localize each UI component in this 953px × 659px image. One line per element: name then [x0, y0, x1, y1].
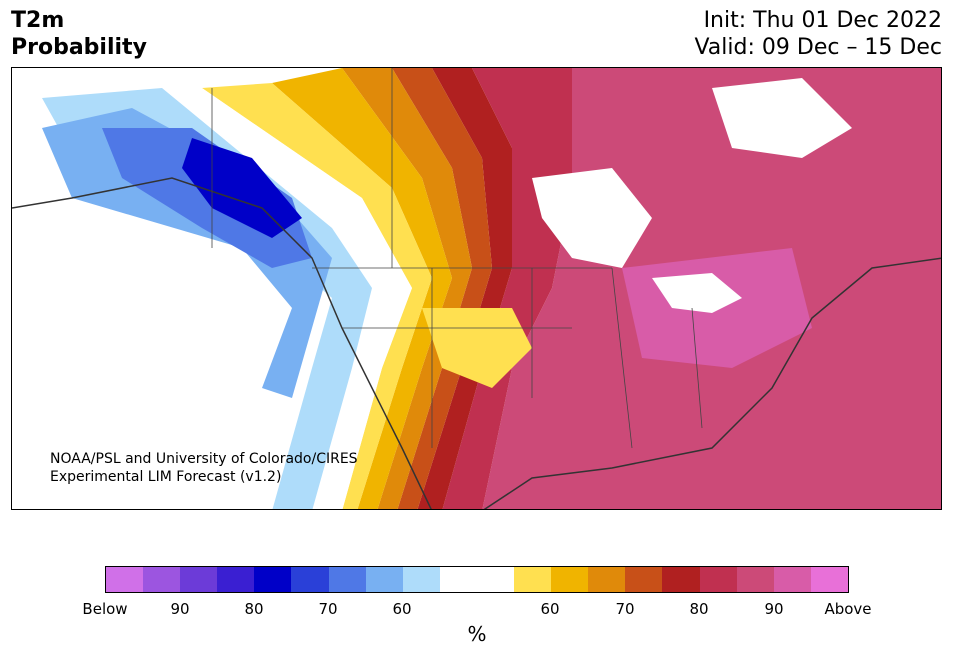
coastline: [12, 177, 941, 509]
variable-label: T2m: [11, 8, 65, 33]
borders: [211, 68, 703, 449]
colorbar-cell: [699, 567, 737, 592]
colorbar-cell: [291, 567, 329, 592]
colorbar-cell: [106, 567, 144, 592]
colorbar-cell: [588, 567, 626, 592]
colorbar-cell: [773, 567, 811, 592]
credit-line-1: NOAA/PSL and University of Colorado/CIRE…: [50, 451, 358, 467]
colorbar-tick-label: 80: [244, 600, 264, 618]
arctic-water: [712, 78, 852, 158]
colorbar-tick-label: 90: [764, 600, 784, 618]
colorbar-tick-label: 60: [540, 600, 560, 618]
colorbar-cell: [180, 567, 218, 592]
colorbar-tick-label: Below: [82, 600, 128, 618]
region-yellow: [202, 83, 432, 509]
region-gold: [272, 68, 452, 509]
probability-label: Probability: [11, 35, 147, 60]
valid-period: Valid: 09 Dec – 15 Dec: [694, 35, 942, 60]
colorbar-tick-label: Above: [824, 600, 872, 618]
colorbar-cell: [143, 567, 181, 592]
credit-text: NOAA/PSL and University of Colorado/CIRE…: [50, 450, 358, 486]
region-burnt: [392, 68, 492, 509]
colorbar-cell: [328, 567, 366, 592]
colorbar-cell: [551, 567, 589, 592]
colorbar-unit: %: [467, 622, 487, 646]
colorbar-cell: [476, 567, 515, 592]
colorbar: [105, 566, 849, 593]
colorbar-cell: [402, 567, 440, 592]
forecast-map: NOAA/PSL and University of Colorado/CIRE…: [11, 67, 942, 510]
credit-line-2: Experimental LIM Forecast (v1.2): [50, 469, 282, 485]
colorbar-tick-label: 70: [318, 600, 338, 618]
colorbar-cell: [662, 567, 700, 592]
colorbar-cell: [439, 567, 477, 592]
colorbar-tick-label: 60: [392, 600, 412, 618]
region-neutral: [132, 68, 412, 509]
colorbar-cell: [365, 567, 403, 592]
colorbar-cell: [514, 567, 552, 592]
chart-title: T2m Probability: [11, 7, 147, 61]
colorbar-cell: [625, 567, 663, 592]
colorbar-cell: [736, 567, 774, 592]
colorbar-cell: [217, 567, 255, 592]
great-lakes: [652, 273, 742, 313]
region-orange: [342, 68, 472, 509]
map-canvas: [12, 68, 941, 509]
init-date: Init: Thu 01 Dec 2022: [703, 8, 942, 33]
colorbar-cell: [810, 567, 848, 592]
colorbar-tick-label: 90: [170, 600, 190, 618]
hudson-bay: [532, 168, 652, 268]
colorbar-tick-label: 80: [689, 600, 709, 618]
colorbar-cell: [254, 567, 292, 592]
colorbar-tick-label: 70: [615, 600, 635, 618]
region-red: [417, 68, 512, 509]
forecast-dates: Init: Thu 01 Dec 2022 Valid: 09 Dec – 15…: [694, 7, 942, 61]
